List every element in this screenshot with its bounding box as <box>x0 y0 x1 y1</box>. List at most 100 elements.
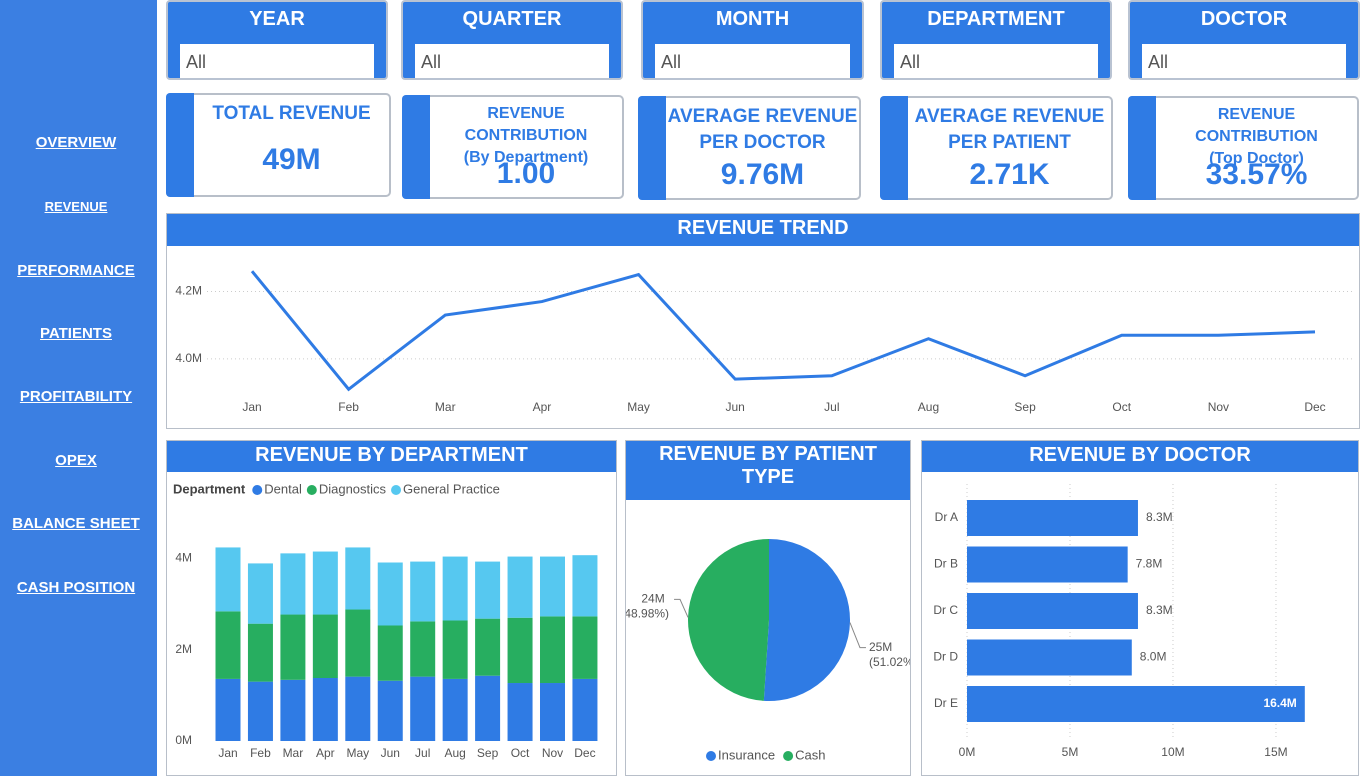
x-tick-label: Jun <box>726 400 745 414</box>
x-tick-label: Jul <box>824 400 839 414</box>
sidebar: OVERVIEW REVENUE PERFORMANCE PATIENTS PROFIT… <box>0 0 157 776</box>
filter-label: DOCTOR <box>1200 8 1288 30</box>
chart: 4.0M 4.2M Jan Feb Mar Apr May Jun Jul Aug Sep Oct No… <box>175 270 1352 414</box>
filter: DOCTOR All <box>1128 0 1360 80</box>
line <box>250 270 1316 392</box>
nav-link[interactable]: BALANCE SHEET <box>12 515 140 532</box>
x-tick-label: Feb <box>250 746 271 760</box>
y-tick-label: 0M <box>175 733 192 747</box>
kpi-strip <box>1128 96 1156 200</box>
kpi-title: REVENUE CONTRIBUTION (By Department) <box>430 103 622 169</box>
kpi-value: 2.71K <box>969 158 1050 191</box>
bar-segment <box>312 614 338 678</box>
dropdown[interactable]: All <box>1142 44 1346 78</box>
chart: 25M(51.02%) 24M(48.98%) Insurance Cash <box>620 539 918 762</box>
value-label: (51.02%) <box>869 655 910 669</box>
legend-label: Cash <box>795 747 825 762</box>
bar <box>967 593 1138 629</box>
x-tick-label: Apr <box>533 400 552 414</box>
chart-title: REVENUE TREND <box>167 214 1359 246</box>
legend-swatch <box>706 751 716 761</box>
trend-panel: REVENUE TREND 4.0M 4.2M Jan Feb Mar Apr May Jun… <box>166 213 1360 429</box>
nav-link[interactable]: CASH POSITION <box>16 579 136 596</box>
bar-segment <box>507 683 533 741</box>
bar-segment <box>572 678 598 741</box>
x-tick-label: Aug <box>444 746 465 760</box>
leader-line <box>849 622 866 649</box>
bar-segment <box>507 617 533 684</box>
bar-segment <box>280 679 306 741</box>
nav-link[interactable]: PATIENTS <box>40 325 112 342</box>
bar-segment <box>475 618 501 676</box>
nav-link[interactable]: PROFITABILITY <box>19 388 133 405</box>
value-label: 8.3M <box>1146 510 1173 524</box>
legend-title: Department <box>173 481 246 496</box>
legend-label: Insurance <box>718 747 775 762</box>
legend-label: General Practice <box>403 481 500 496</box>
x-tick-label: Oct <box>1112 400 1131 414</box>
kpi-title-line: PER PATIENT <box>948 132 1071 153</box>
kpi-title-line: AVERAGE REVENUE <box>914 106 1105 127</box>
x-tick-label: 10M <box>1161 745 1184 759</box>
bar-segment <box>377 625 403 681</box>
bar-segment <box>345 547 371 610</box>
x-tick-label: May <box>346 746 369 760</box>
pie-slice <box>688 539 769 701</box>
bar-segment <box>410 676 436 741</box>
dropdown[interactable]: All <box>180 44 374 78</box>
x-tick-label: Nov <box>1208 400 1229 414</box>
bar <box>967 500 1138 536</box>
leader-line <box>674 598 689 618</box>
x-tick-label: Jun <box>381 746 400 760</box>
kpi-title: REVENUE CONTRIBUTION (Top Doctor) <box>1156 104 1357 170</box>
dropdown[interactable]: All <box>415 44 609 78</box>
kpi-card: AVERAGE REVENUE PER PATIENT 2.71K <box>880 96 1113 200</box>
kpi-title-line: PER DOCTOR <box>699 132 826 153</box>
x-tick-label: 5M <box>1062 745 1079 759</box>
kpi-card: REVENUE CONTRIBUTION (By Department) 1.00 <box>402 95 624 199</box>
bar-segment <box>475 561 501 619</box>
nav-link[interactable]: OVERVIEW <box>35 134 117 151</box>
x-tick-label: Mar <box>283 746 304 760</box>
bar-segment <box>280 614 306 680</box>
bar-segment <box>540 556 565 617</box>
x-tick-label: Dec <box>574 746 595 760</box>
kpi-card: TOTAL REVENUE 49M <box>166 93 391 197</box>
doctor-panel: REVENUE BY DOCTOR 0M 5M 10M 15M Dr A 8.3M Dr B… <box>921 440 1359 776</box>
bar-segment <box>410 561 436 622</box>
bar-segment <box>312 678 338 741</box>
nav-link[interactable]: REVENUE <box>44 199 108 214</box>
y-tick-label: Dr E <box>934 696 958 710</box>
y-tick-label: 2M <box>175 642 192 656</box>
filter: QUARTER All <box>401 0 623 80</box>
bar <box>967 639 1132 676</box>
y-tick-label: Dr B <box>934 557 958 571</box>
x-tick-label: Jan <box>242 400 261 414</box>
dropdown[interactable]: All <box>894 44 1098 78</box>
bar-segment <box>377 680 403 741</box>
nav-link[interactable]: PERFORMANCE <box>17 262 135 279</box>
kpi-value: 33.57% <box>1205 158 1308 191</box>
filter: YEAR All <box>166 0 388 80</box>
kpi-title-line: (Top Doctor) <box>1209 150 1304 167</box>
kpi-title: AVERAGE REVENUE PER DOCTOR <box>666 104 859 156</box>
filter: DEPARTMENT All <box>880 0 1112 80</box>
x-tick-label: 15M <box>1264 745 1287 759</box>
nav-link[interactable]: OPEX <box>55 452 97 469</box>
kpi-title-line: REVENUE CONTRIBUTION <box>464 105 588 144</box>
x-tick-label: Nov <box>542 746 563 760</box>
bar-segment <box>215 678 241 741</box>
bar-segment <box>442 556 468 621</box>
bar-segment <box>572 616 598 679</box>
legend-swatch <box>252 485 263 495</box>
pie-panel: REVENUE BY PATIENT TYPE 25M(51.02%) 24M(4… <box>620 440 918 776</box>
dropdown[interactable]: All <box>655 44 850 78</box>
chart-title: REVENUE BY DOCTOR <box>922 441 1358 472</box>
kpi-strip <box>166 93 194 197</box>
value-label: 16.4M <box>1263 696 1296 710</box>
kpi-title-line: TOTAL REVENUE <box>212 103 371 124</box>
bar-segment <box>572 555 598 617</box>
bar-segment <box>247 681 273 741</box>
bar-segment <box>215 547 241 612</box>
